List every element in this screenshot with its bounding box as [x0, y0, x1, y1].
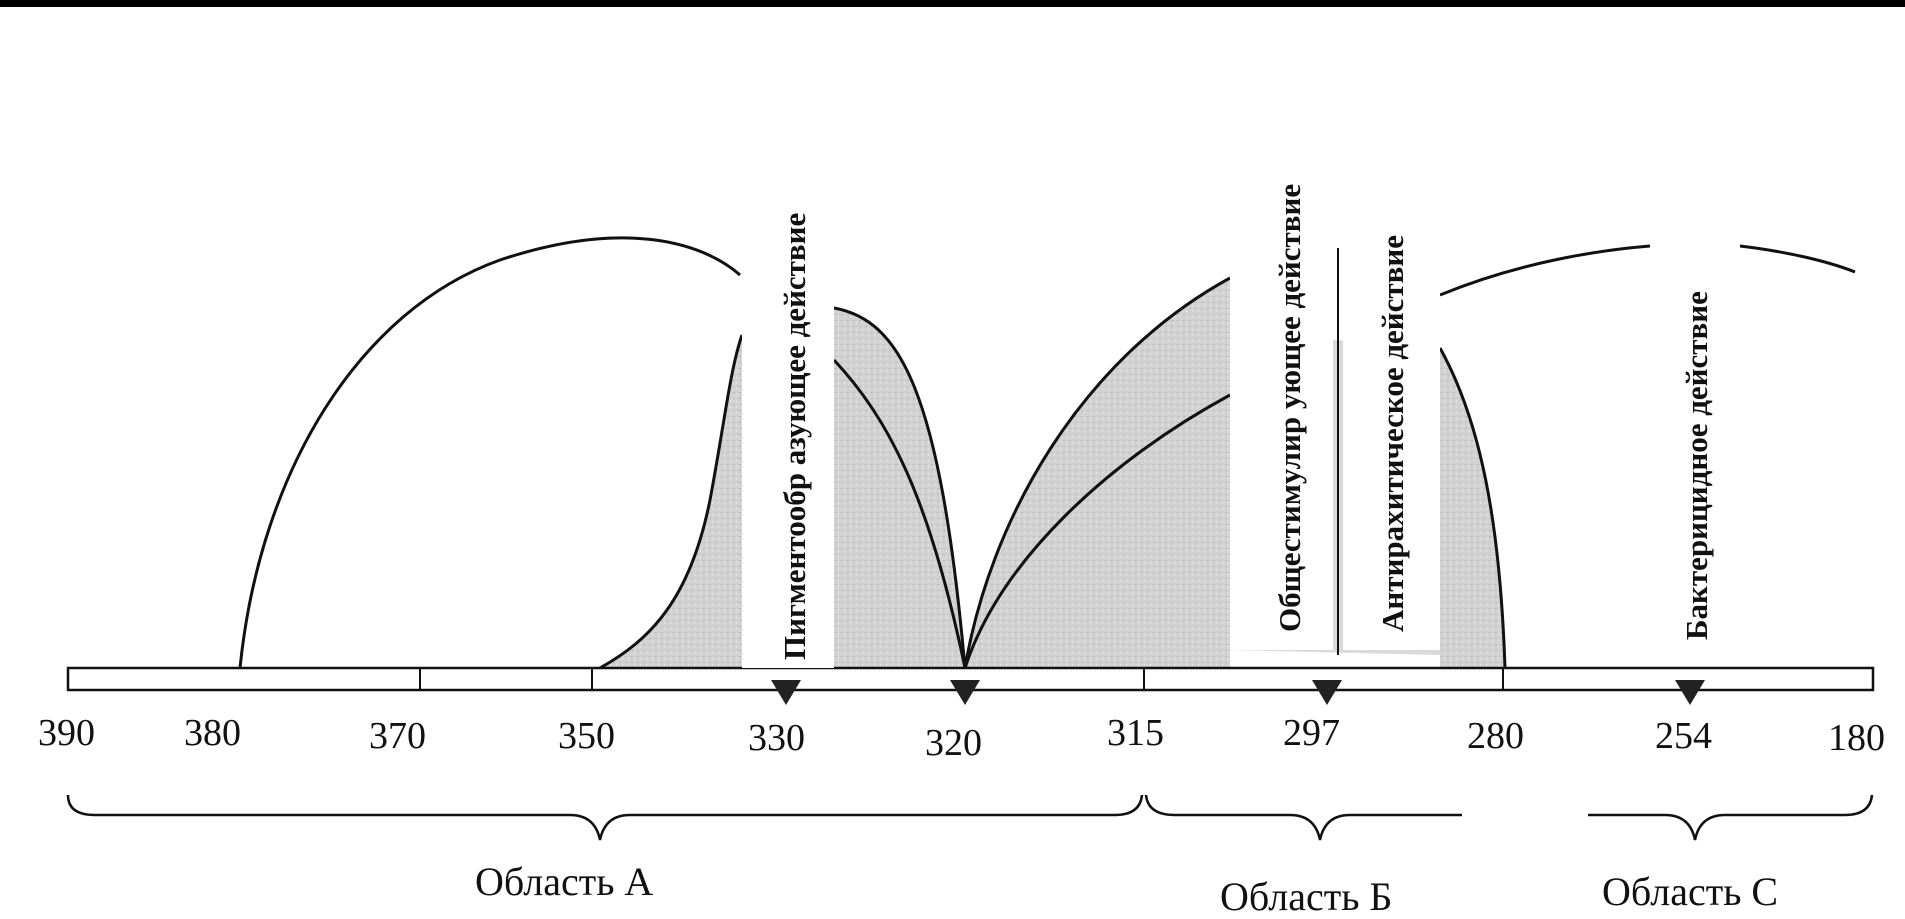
- tick-label-390: 390: [38, 712, 95, 754]
- tick-label-315: 315: [1107, 712, 1164, 754]
- curve-pigment-fall-outer: [833, 306, 967, 669]
- curve-bactericidal-left: [1439, 244, 1651, 297]
- tick-label-280: 280: [1467, 715, 1524, 757]
- tick-label-320: 320: [925, 722, 982, 764]
- region-label-b: Область Б: [1220, 874, 1392, 919]
- curve-stimulating-outer: [963, 276, 1231, 669]
- region-labels: Область А Область Б Область С: [475, 859, 1778, 919]
- tick-label-297: 297: [1283, 712, 1340, 754]
- tick-label-370: 370: [369, 715, 426, 757]
- wavelength-markers: [771, 680, 1705, 705]
- tick-label-330: 330: [748, 717, 805, 759]
- tick-label-350: 350: [558, 715, 615, 757]
- effect-labels: Пигментообр азующее действие Общестимули…: [777, 184, 1714, 660]
- region-braces: [66, 794, 1874, 841]
- effect-label-pigment: Пигментообр азующее действие: [777, 213, 812, 660]
- label-backings: [742, 60, 1740, 668]
- tick-label-380: 380: [184, 712, 241, 754]
- curve-pigment-rise: [599, 334, 744, 670]
- curve-pigment-fall-inner: [832, 358, 967, 669]
- brace-region-a: [66, 794, 1144, 841]
- brace-region-b: [1144, 794, 1462, 841]
- curve-region-a: [238, 236, 741, 669]
- effect-label-stimulating: Общестимулир ующее действие: [1272, 184, 1307, 632]
- curve-bactericidal-right: [1739, 244, 1856, 274]
- curve-antirachitic-fall: [1438, 347, 1507, 669]
- tick-label-180: 180: [1828, 717, 1885, 759]
- brace-region-c: [1588, 794, 1874, 841]
- effect-curves: [238, 236, 1856, 670]
- tick-labels: 390 380 370 350 330 320 315 297 280 254 …: [38, 712, 1885, 764]
- marker-320: [950, 680, 980, 705]
- marker-297: [1312, 680, 1342, 705]
- tick-label-254: 254: [1655, 715, 1712, 757]
- effect-label-bactericidal: Бактерицидное действие: [1679, 291, 1714, 640]
- marker-254: [1675, 680, 1705, 705]
- region-label-c: Область С: [1602, 869, 1778, 914]
- shaded-area-stimulating: [965, 278, 1230, 668]
- curve-stimulating-inner: [963, 393, 1231, 669]
- region-label-a: Область А: [475, 859, 653, 904]
- marker-330: [771, 680, 801, 705]
- effect-label-antirachitic: Антирахитическое действие: [1375, 235, 1410, 632]
